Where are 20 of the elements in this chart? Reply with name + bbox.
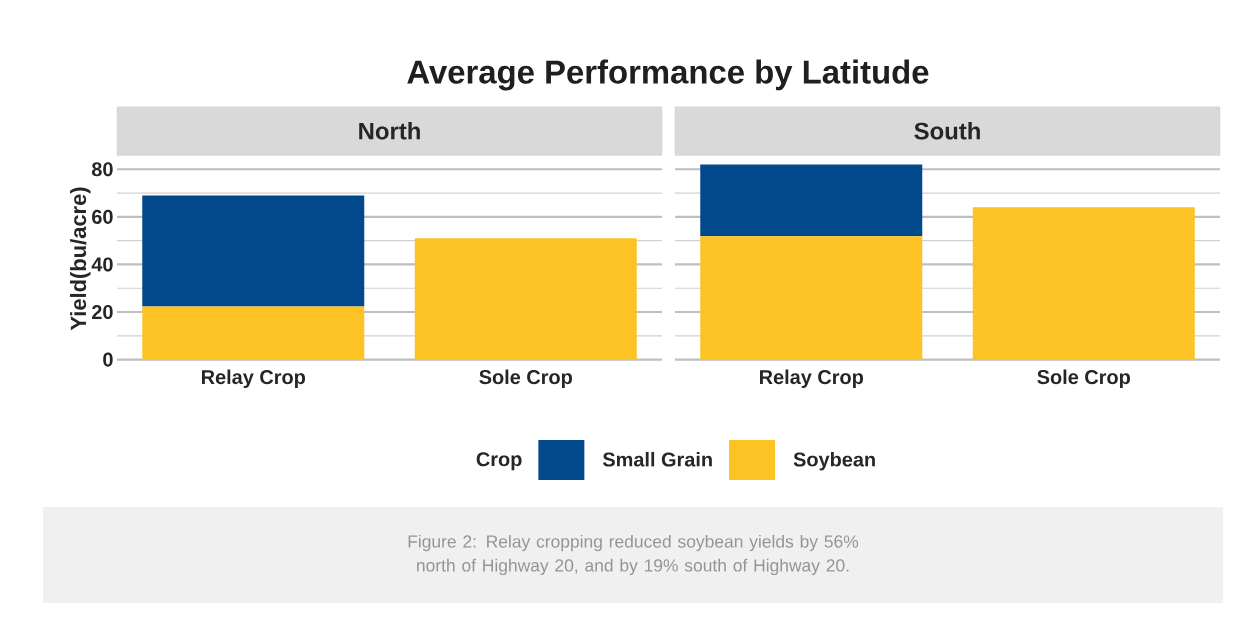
- y-tick-label: 0: [103, 352, 113, 367]
- chart-title: South: [914, 122, 980, 140]
- caption: Figure 2: Relay cropping reduced soybean yields by 56% north of Highway 20, and by 19% south of Highway 20.: [408, 534, 859, 576]
- y-axis-title: Yield(bu/acre): [70, 187, 91, 331]
- y-tick-label: 60: [92, 209, 113, 224]
- x-tick-label: Sole Crop: [479, 369, 572, 389]
- chart-title: North: [359, 122, 420, 140]
- bar: [142, 306, 365, 360]
- x-tick-label: Relay Crop: [201, 369, 306, 389]
- bar: [142, 195, 365, 307]
- x-tick-label: Sole Crop: [1037, 369, 1130, 389]
- y-tick-label: 80: [91, 162, 113, 177]
- bar: [414, 238, 637, 360]
- text: Average Performance by Latitude: [407, 59, 929, 91]
- x-tick-label: Relay Crop: [759, 369, 864, 389]
- legend-label: Small Grain: [602, 451, 712, 467]
- legend-label: Soybean: [793, 451, 875, 471]
- y-tick-label: 20: [92, 304, 113, 320]
- y-tick-label: 40: [91, 257, 113, 272]
- legend-title: Crop: [476, 452, 522, 471]
